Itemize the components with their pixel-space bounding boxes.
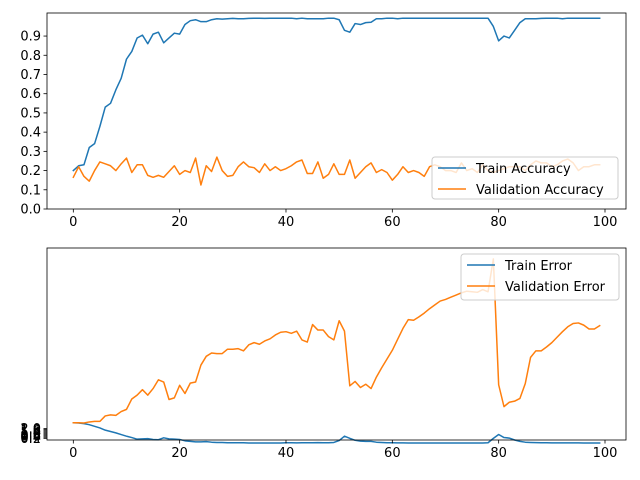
error-x-tick-label: 80 [490, 446, 507, 461]
error-legend-box [460, 253, 620, 301]
accuracy-y-tick-label: 0.5 [20, 106, 41, 121]
error-y-tick-label: 0.6 [20, 430, 41, 445]
accuracy-chart: 0 20 40 60 80 100 0.0 0.1 0.2 0.3 0.4 0.5 0.6 0.7 0.8 0… [20, 12, 627, 230]
error-x-tick-label: 100 [593, 446, 618, 461]
error-x-tick-label: 40 [278, 446, 295, 461]
accuracy-legend-box [431, 156, 619, 200]
error-y-tick-label: 1.8 [20, 423, 41, 438]
accuracy-axes-frame [46, 12, 627, 210]
accuracy-x-tick-label: 80 [490, 215, 507, 230]
error-y-tick-label: 0.4 [20, 431, 41, 446]
accuracy-x-tick-label: 40 [278, 215, 295, 230]
accuracy-x-tick-label: 100 [593, 215, 618, 230]
accuracy-x-tick-label: 60 [384, 215, 401, 230]
accuracy-legend-label: Validation Accuracy [476, 183, 604, 198]
accuracy-legend: Train Accuracy Validation Accuracy [431, 156, 619, 200]
error-y-tick-label: 1.0 [20, 427, 41, 442]
accuracy-y-tick-label: 0.3 [20, 145, 41, 160]
error-axes-frame [46, 247, 627, 441]
error-y-tick-label: 0.2 [20, 432, 41, 447]
error-y-tick-label: 0.8 [20, 429, 41, 444]
error-x-tick-label: 0 [69, 446, 77, 461]
accuracy-x-tick-label: 0 [69, 215, 77, 230]
error-y-tick-label: 1.4 [20, 425, 41, 440]
accuracy-y-tick-label: 0.1 [20, 183, 41, 198]
accuracy-y-tick-label: 0.6 [20, 87, 41, 102]
error-series-validation-line [72, 258, 601, 424]
error-y-tick-label: 1.2 [20, 426, 41, 441]
error-legend: Train Error Validation Error [460, 253, 620, 301]
error-y-tick-label: 2.0 [20, 422, 41, 437]
accuracy-y-tick-label: 0.0 [20, 203, 41, 218]
error-chart: 0 20 40 60 80 100 0.20.40.60.81.01.21.41.61.82… [20, 247, 627, 461]
accuracy-x-tick-label: 20 [171, 215, 188, 230]
accuracy-y-tick-label: 0.2 [20, 164, 41, 179]
error-legend-label: Validation Error [505, 280, 606, 295]
error-series-train-line [72, 421, 601, 444]
accuracy-y-tick-label: 0.4 [20, 126, 41, 141]
accuracy-y-tick-label: 0.7 [20, 68, 41, 83]
accuracy-y-tick-label: 0.9 [20, 30, 41, 45]
error-x-tick-label: 20 [171, 446, 188, 461]
accuracy-y-tick-label: 0.8 [20, 49, 41, 64]
accuracy-series-train-line [72, 17, 601, 172]
error-x-tick-label: 60 [384, 446, 401, 461]
error-legend-label: Train Error [504, 259, 573, 274]
accuracy-legend-label: Train Accuracy [475, 162, 571, 177]
error-y-tick-label: 1.6 [20, 424, 41, 439]
